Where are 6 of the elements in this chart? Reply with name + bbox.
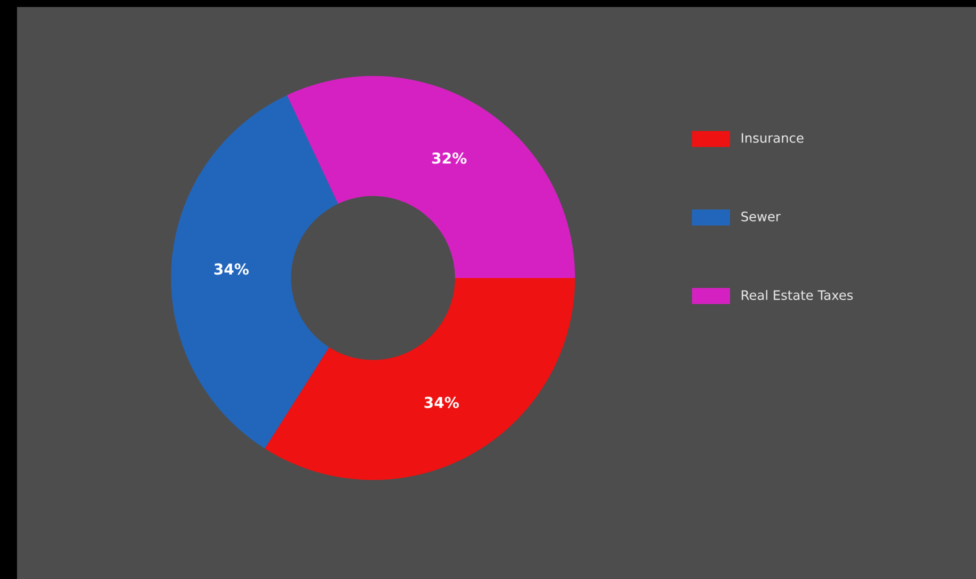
legend-label: Real Estate Taxes bbox=[742, 290, 853, 300]
data-label: 32% bbox=[432, 152, 467, 164]
data-label: 34% bbox=[424, 396, 459, 408]
legend-label: Sewer bbox=[741, 212, 781, 222]
legend-label: Insurance bbox=[742, 133, 804, 143]
data-label: 34% bbox=[214, 263, 249, 275]
